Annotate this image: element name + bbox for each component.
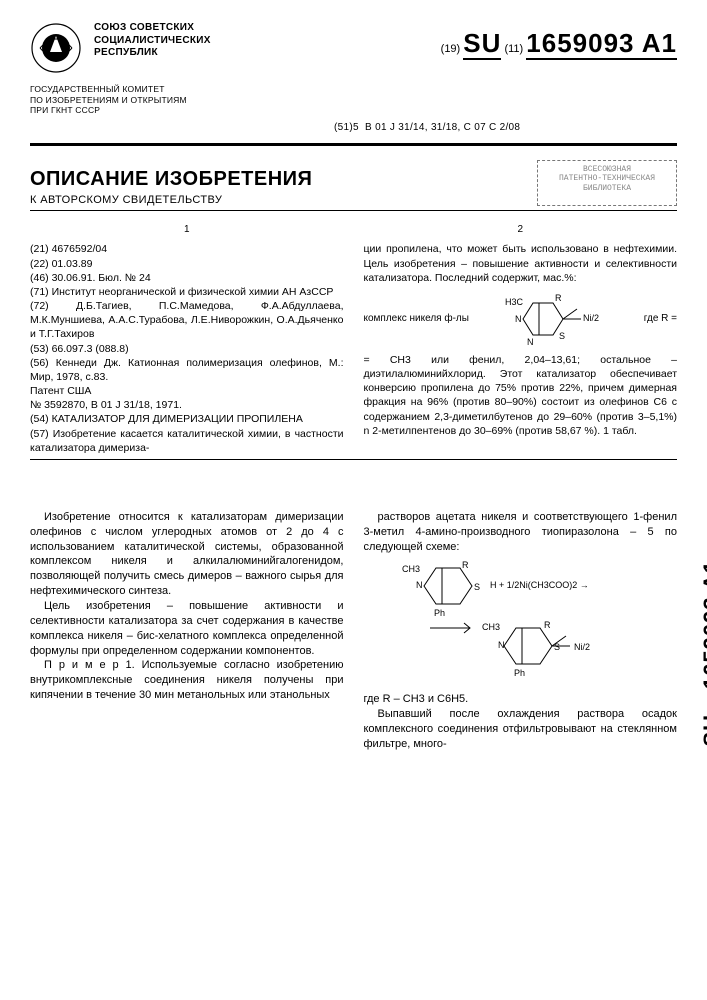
stamp-line-3: БИБЛИОТЕКА <box>538 184 676 194</box>
colnum-1: 1 <box>30 223 344 237</box>
title-sub: К АВТОРСКОМУ СВИДЕТЕЛЬСТВУ <box>30 194 312 206</box>
issuer-name: СОЮЗ СОВЕТСКИХ СОЦИАЛИСТИЧЕСКИХ РЕСПУБЛИ… <box>94 22 429 60</box>
chem-r: R <box>555 293 562 303</box>
committee-line-2: ПО ИЗОБРЕТЕНИЯМ И ОТКРЫТИЯМ <box>30 95 677 106</box>
committee-block: ГОСУДАРСТВЕННЫЙ КОМИТЕТ ПО ИЗОБРЕТЕНИЯМ … <box>30 84 677 116</box>
header-row: СОЮЗ СОВЕТСКИХ СОЦИАЛИСТИЧЕСКИХ РЕСПУБЛИ… <box>30 22 677 74</box>
body-left-p1: Изобретение относится к катализаторам ди… <box>30 510 344 599</box>
scheme-ch3-2: CH3 <box>482 622 500 632</box>
title-block: ОПИСАНИЕ ИЗОБРЕТЕНИЯ К АВТОРСКОМУ СВИДЕТ… <box>30 160 677 206</box>
ipc-line: (51)5 B 01 J 31/14, 31/18, C 07 C 2/08 <box>334 122 677 133</box>
union-line-3: РЕСПУБЛИК <box>94 47 429 60</box>
chem-n2: N <box>527 337 534 347</box>
abstract-col-right: 2 ции пропилена, что может быть использо… <box>364 223 678 455</box>
abstract-right-before: ции пропилена, что может быть использова… <box>364 242 678 285</box>
page: СОЮЗ СОВЕТСКИХ СОЦИАЛИСТИЧЕСКИХ РЕСПУБЛИ… <box>0 0 707 1000</box>
abstract-left-text: (21) 4676592/04 (22) 01.03.89 (46) 30.06… <box>30 242 344 455</box>
committee-line-3: ПРИ ГКНТ СССР <box>30 105 677 116</box>
committee-line-1: ГОСУДАРСТВЕННЫЙ КОМИТЕТ <box>30 84 677 95</box>
body-left-p3: П р и м е р 1. Используемые согласно изо… <box>30 658 344 703</box>
doc-number: (19) SU (11) 1659093 A1 <box>441 28 677 59</box>
ipc-codes: B 01 J 31/14, 31/18, C 07 C 2/08 <box>365 122 520 133</box>
body-left-p2: Цель изобретения – повышение активности … <box>30 599 344 658</box>
chem-n1: N <box>515 314 522 324</box>
doc-num-prefix: (11) <box>504 43 523 55</box>
chem-scheme-icon: CH3 R N S Ph H + 1/2Ni(CH3COO)2 → <box>390 558 650 688</box>
scheme-s-1: S <box>474 582 480 592</box>
stamp-line-1: ВСЕСОЮЗНАЯ <box>538 165 676 175</box>
scheme-ph-1: Ph <box>434 608 445 618</box>
rule-thin-2 <box>30 459 677 460</box>
abstract-formula-where: где R = <box>644 312 677 326</box>
ipc-prefix: (51)5 <box>334 122 359 133</box>
stamp-line-2: ПАТЕНТНО-ТЕХНИЧЕСКАЯ <box>538 174 676 184</box>
scheme-ch3-1: CH3 <box>402 564 420 574</box>
body-col-left: Изобретение относится к катализаторам ди… <box>30 510 344 752</box>
abstract-formula-label: комплекс никеля ф-лы <box>364 312 469 326</box>
title-text-wrap: ОПИСАНИЕ ИЗОБРЕТЕНИЯ К АВТОРСКОМУ СВИДЕТ… <box>30 168 312 206</box>
chem-s: S <box>559 331 565 341</box>
scheme-n-2: N <box>498 640 505 650</box>
scheme-plus: H + 1/2Ni(CH3COO)2 → <box>490 580 589 590</box>
scheme-ni-2: Ni/2 <box>574 642 590 652</box>
scheme-n-1: N <box>416 580 423 590</box>
chem-ch3: H3C <box>505 297 524 307</box>
state-emblem-icon <box>30 22 82 74</box>
rule-thin <box>30 210 677 211</box>
doc-country-prefix: (19) <box>441 43 461 55</box>
chem-structure-small-icon: H3C R N S Ni/2 N <box>501 291 611 347</box>
title-main: ОПИСАНИЕ ИЗОБРЕТЕНИЯ <box>30 168 312 191</box>
abstract-right-before-text: ции пропилена, что может быть использова… <box>364 243 678 283</box>
body-right-before: растворов ацетата никеля и соответствующ… <box>364 510 678 555</box>
body-col-right: растворов ацетата никеля и соответствующ… <box>364 510 678 752</box>
chem-ni: Ni/2 <box>583 313 599 323</box>
scheme-s-2: S <box>554 642 560 652</box>
scheme-ph-2: Ph <box>514 668 525 678</box>
abstract-right-after: = CH3 или фенил, 2,04–13,61; остальное –… <box>364 353 678 438</box>
side-cc: SU <box>699 714 707 747</box>
library-stamp: ВСЕСОЮЗНАЯ ПАТЕНТНО-ТЕХНИЧЕСКАЯ БИБЛИОТЕ… <box>537 160 677 206</box>
abstract-col-left: 1 (21) 4676592/04 (22) 01.03.89 (46) 30.… <box>30 223 344 455</box>
colnum-2: 2 <box>364 223 678 237</box>
body-right-where: где R – CH3 и C6H5. <box>364 692 678 707</box>
doc-country-code: SU <box>463 28 501 60</box>
doc-num-value: 1659093 A1 <box>526 28 677 60</box>
abstract-block: 1 (21) 4676592/04 (22) 01.03.89 (46) 30.… <box>30 223 677 455</box>
body-right-after: Выпавший после охлаждения раствора осадо… <box>364 707 678 752</box>
body-text: Изобретение относится к катализаторам ди… <box>30 510 677 752</box>
union-line-1: СОЮЗ СОВЕТСКИХ <box>94 22 429 35</box>
union-line-2: СОЦИАЛИСТИЧЕСКИХ <box>94 35 429 48</box>
side-doc-number: (19) SU (11) 1659093 A1 <box>699 560 707 769</box>
abstract-formula-row: комплекс никеля ф-лы H3C R N S Ni/2 <box>364 287 678 351</box>
rule-thick <box>30 143 677 146</box>
scheme-r-1: R <box>462 560 469 570</box>
side-num: 1659093 A1 <box>699 560 707 689</box>
scheme-r-2: R <box>544 620 551 630</box>
